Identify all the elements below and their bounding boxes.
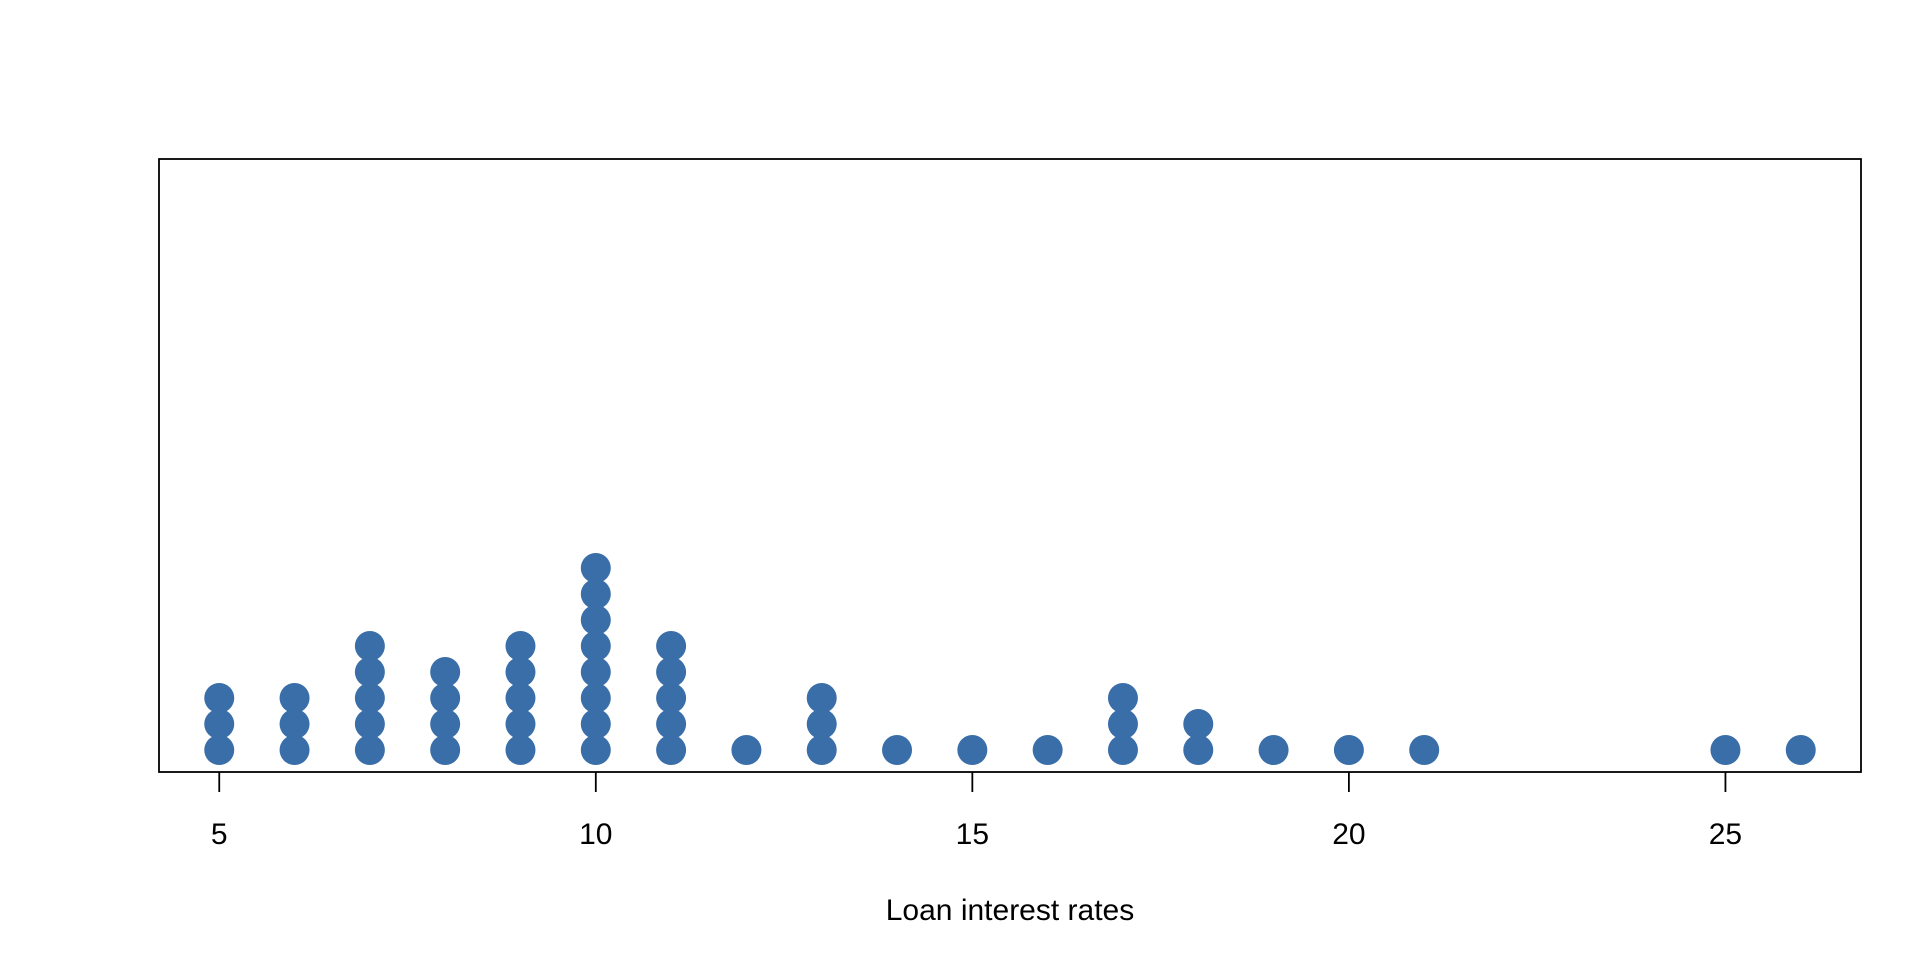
data-points xyxy=(204,553,1816,765)
data-point xyxy=(430,683,461,713)
data-point xyxy=(354,709,385,739)
data-point xyxy=(731,735,762,765)
data-point xyxy=(430,657,461,687)
x-axis-label: Loan interest rates xyxy=(886,894,1134,927)
data-point xyxy=(354,631,385,661)
plot-frame xyxy=(158,158,1862,773)
data-point xyxy=(882,735,913,765)
data-point xyxy=(656,657,687,687)
data-point xyxy=(279,735,310,765)
data-point xyxy=(580,579,611,609)
data-point xyxy=(580,605,611,635)
data-point xyxy=(1107,683,1138,713)
data-point xyxy=(1258,735,1289,765)
data-point xyxy=(806,683,837,713)
data-point xyxy=(580,553,611,583)
data-point xyxy=(1409,735,1440,765)
data-point xyxy=(279,683,310,713)
data-point xyxy=(1032,735,1063,765)
data-point xyxy=(354,657,385,687)
x-tick-label: 10 xyxy=(579,818,612,851)
data-point xyxy=(806,735,837,765)
data-point xyxy=(1710,735,1741,765)
data-point xyxy=(204,735,235,765)
x-tick-label: 25 xyxy=(1709,818,1742,851)
data-point xyxy=(1785,735,1816,765)
data-point xyxy=(957,735,988,765)
data-point xyxy=(505,683,536,713)
x-axis-ticks: 5 10 15 20 25 xyxy=(211,772,1742,851)
data-point xyxy=(1107,735,1138,765)
data-point xyxy=(430,709,461,739)
x-tick-label: 5 xyxy=(211,818,228,851)
data-point xyxy=(656,631,687,661)
data-point xyxy=(806,709,837,739)
data-point xyxy=(505,631,536,661)
data-point xyxy=(1107,709,1138,739)
data-point xyxy=(505,657,536,687)
data-point xyxy=(354,735,385,765)
data-point xyxy=(279,709,310,739)
data-point xyxy=(580,735,611,765)
data-point xyxy=(1183,735,1214,765)
data-point xyxy=(204,683,235,713)
x-tick-label: 20 xyxy=(1332,818,1365,851)
data-point xyxy=(580,657,611,687)
data-point xyxy=(505,709,536,739)
data-point xyxy=(354,683,385,713)
data-point xyxy=(580,709,611,739)
data-point xyxy=(656,709,687,739)
x-tick-label: 15 xyxy=(956,818,989,851)
data-point xyxy=(580,683,611,713)
data-point xyxy=(430,735,461,765)
data-point xyxy=(204,709,235,739)
data-point xyxy=(505,735,536,765)
data-point xyxy=(656,683,687,713)
data-point xyxy=(1183,709,1214,739)
data-point xyxy=(656,735,687,765)
data-point xyxy=(1333,735,1364,765)
data-point xyxy=(580,631,611,661)
